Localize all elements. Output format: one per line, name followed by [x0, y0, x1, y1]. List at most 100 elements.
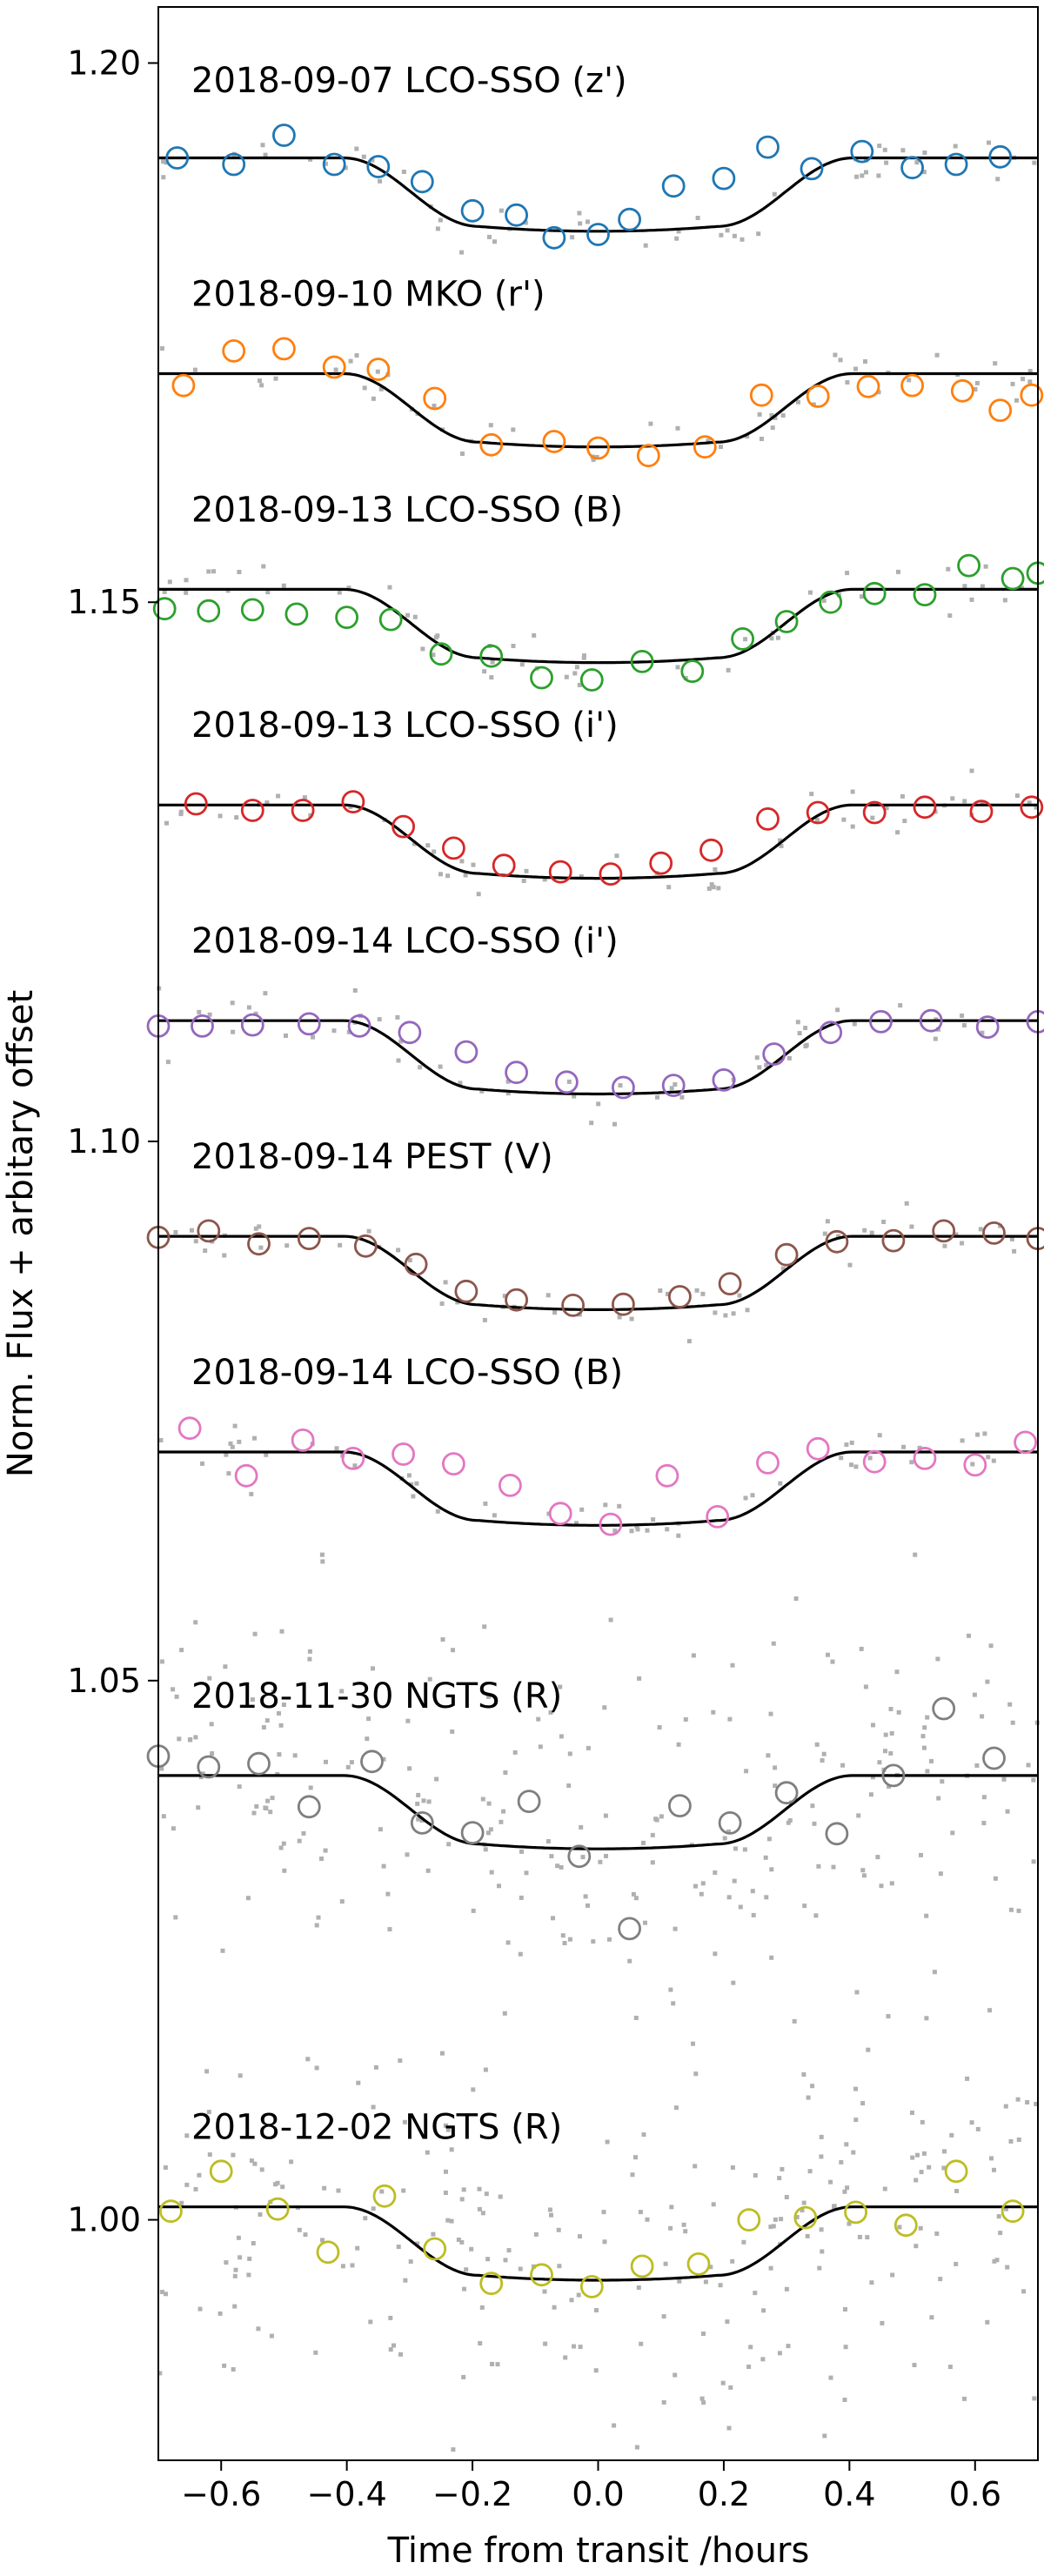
- raw-point: [281, 583, 286, 588]
- raw-point: [161, 1814, 166, 1819]
- raw-point: [524, 1870, 529, 1876]
- raw-point: [171, 1826, 176, 1831]
- raw-point: [708, 2265, 713, 2270]
- raw-point: [764, 1062, 769, 1067]
- binned-point: [479, 432, 504, 457]
- raw-point: [960, 1438, 965, 1443]
- raw-point: [237, 570, 242, 574]
- raw-point: [401, 2188, 406, 2193]
- raw-point: [1005, 1809, 1010, 1814]
- binned-point: [668, 1794, 692, 1818]
- raw-point: [378, 1827, 383, 1832]
- binned-point: [649, 851, 673, 875]
- binned-point: [271, 337, 296, 361]
- raw-point: [693, 2071, 699, 2077]
- raw-point: [414, 1481, 419, 1486]
- raw-point: [345, 1764, 351, 1770]
- raw-point: [275, 2180, 280, 2185]
- raw-point: [361, 154, 366, 159]
- raw-point: [161, 159, 166, 164]
- raw-point: [456, 2238, 461, 2242]
- binned-point: [893, 2213, 918, 2238]
- raw-point: [362, 385, 367, 391]
- raw-point: [630, 2172, 635, 2178]
- raw-point: [742, 1847, 747, 1852]
- raw-point: [757, 1065, 762, 1070]
- raw-point: [497, 1883, 501, 1889]
- raw-point: [557, 2264, 562, 2269]
- raw-point: [960, 1014, 965, 1018]
- raw-point: [862, 1228, 867, 1233]
- raw-point: [743, 637, 748, 642]
- raw-point: [844, 2142, 849, 2147]
- raw-point: [861, 1873, 867, 1878]
- raw-point: [197, 1009, 202, 1014]
- raw-point: [179, 1648, 184, 1653]
- raw-point: [251, 1810, 257, 1816]
- raw-point: [1034, 805, 1039, 810]
- raw-point: [163, 2165, 168, 2170]
- raw-point: [865, 2235, 870, 2240]
- raw-point: [387, 585, 392, 590]
- raw-point: [420, 646, 425, 652]
- raw-point: [748, 2345, 753, 2350]
- raw-point: [882, 2186, 887, 2191]
- raw-point: [211, 569, 216, 574]
- raw-point: [769, 1867, 774, 1872]
- raw-point: [247, 2256, 252, 2261]
- raw-point: [438, 1064, 443, 1069]
- raw-point: [728, 2385, 733, 2390]
- binned-point: [749, 383, 773, 407]
- raw-point: [519, 1849, 524, 1854]
- raw-point: [784, 2286, 789, 2292]
- raw-point: [432, 849, 437, 854]
- raw-point: [884, 160, 889, 165]
- binned-point: [1000, 566, 1025, 591]
- raw-point: [261, 1725, 266, 1730]
- raw-point: [938, 2277, 943, 2282]
- raw-point: [814, 1742, 820, 1747]
- raw-point: [722, 1836, 727, 1841]
- raw-point: [218, 813, 223, 819]
- raw-point: [284, 1243, 290, 1248]
- raw-point: [445, 873, 451, 879]
- raw-point: [975, 2126, 980, 2131]
- raw-point: [699, 1891, 704, 1897]
- raw-point: [503, 2258, 508, 2263]
- binned-point: [819, 1020, 843, 1045]
- raw-point: [438, 217, 443, 223]
- raw-point: [779, 2217, 784, 2222]
- binned-point: [950, 378, 974, 403]
- raw-point: [975, 1432, 980, 1437]
- binned-point: [661, 174, 686, 198]
- raw-point: [495, 2362, 500, 2367]
- binned-point: [957, 553, 980, 578]
- raw-point: [673, 2105, 679, 2111]
- raw-point: [398, 2352, 403, 2357]
- raw-point: [1021, 2289, 1027, 2294]
- raw-point: [159, 346, 164, 351]
- raw-point: [419, 1818, 425, 1823]
- binned-point: [881, 1763, 906, 1788]
- raw-point: [490, 659, 495, 665]
- raw-point: [459, 859, 465, 864]
- raw-point: [719, 232, 724, 238]
- raw-point: [196, 1805, 201, 1810]
- raw-point: [983, 564, 988, 569]
- raw-point: [445, 2218, 451, 2223]
- raw-point: [805, 2233, 810, 2238]
- binned-point: [404, 1252, 428, 1276]
- raw-point: [655, 1094, 659, 1100]
- raw-point: [763, 1855, 768, 1860]
- raw-point: [730, 2165, 735, 2170]
- binned-point: [197, 1219, 221, 1243]
- raw-point: [612, 1529, 618, 1533]
- raw-point: [942, 1243, 947, 1248]
- raw-point: [731, 1311, 736, 1316]
- binned-point: [423, 2237, 447, 2261]
- raw-point: [864, 170, 868, 175]
- raw-point: [852, 1021, 857, 1027]
- raw-point: [506, 2248, 512, 2253]
- raw-point: [768, 2265, 773, 2271]
- raw-point: [733, 1846, 738, 1851]
